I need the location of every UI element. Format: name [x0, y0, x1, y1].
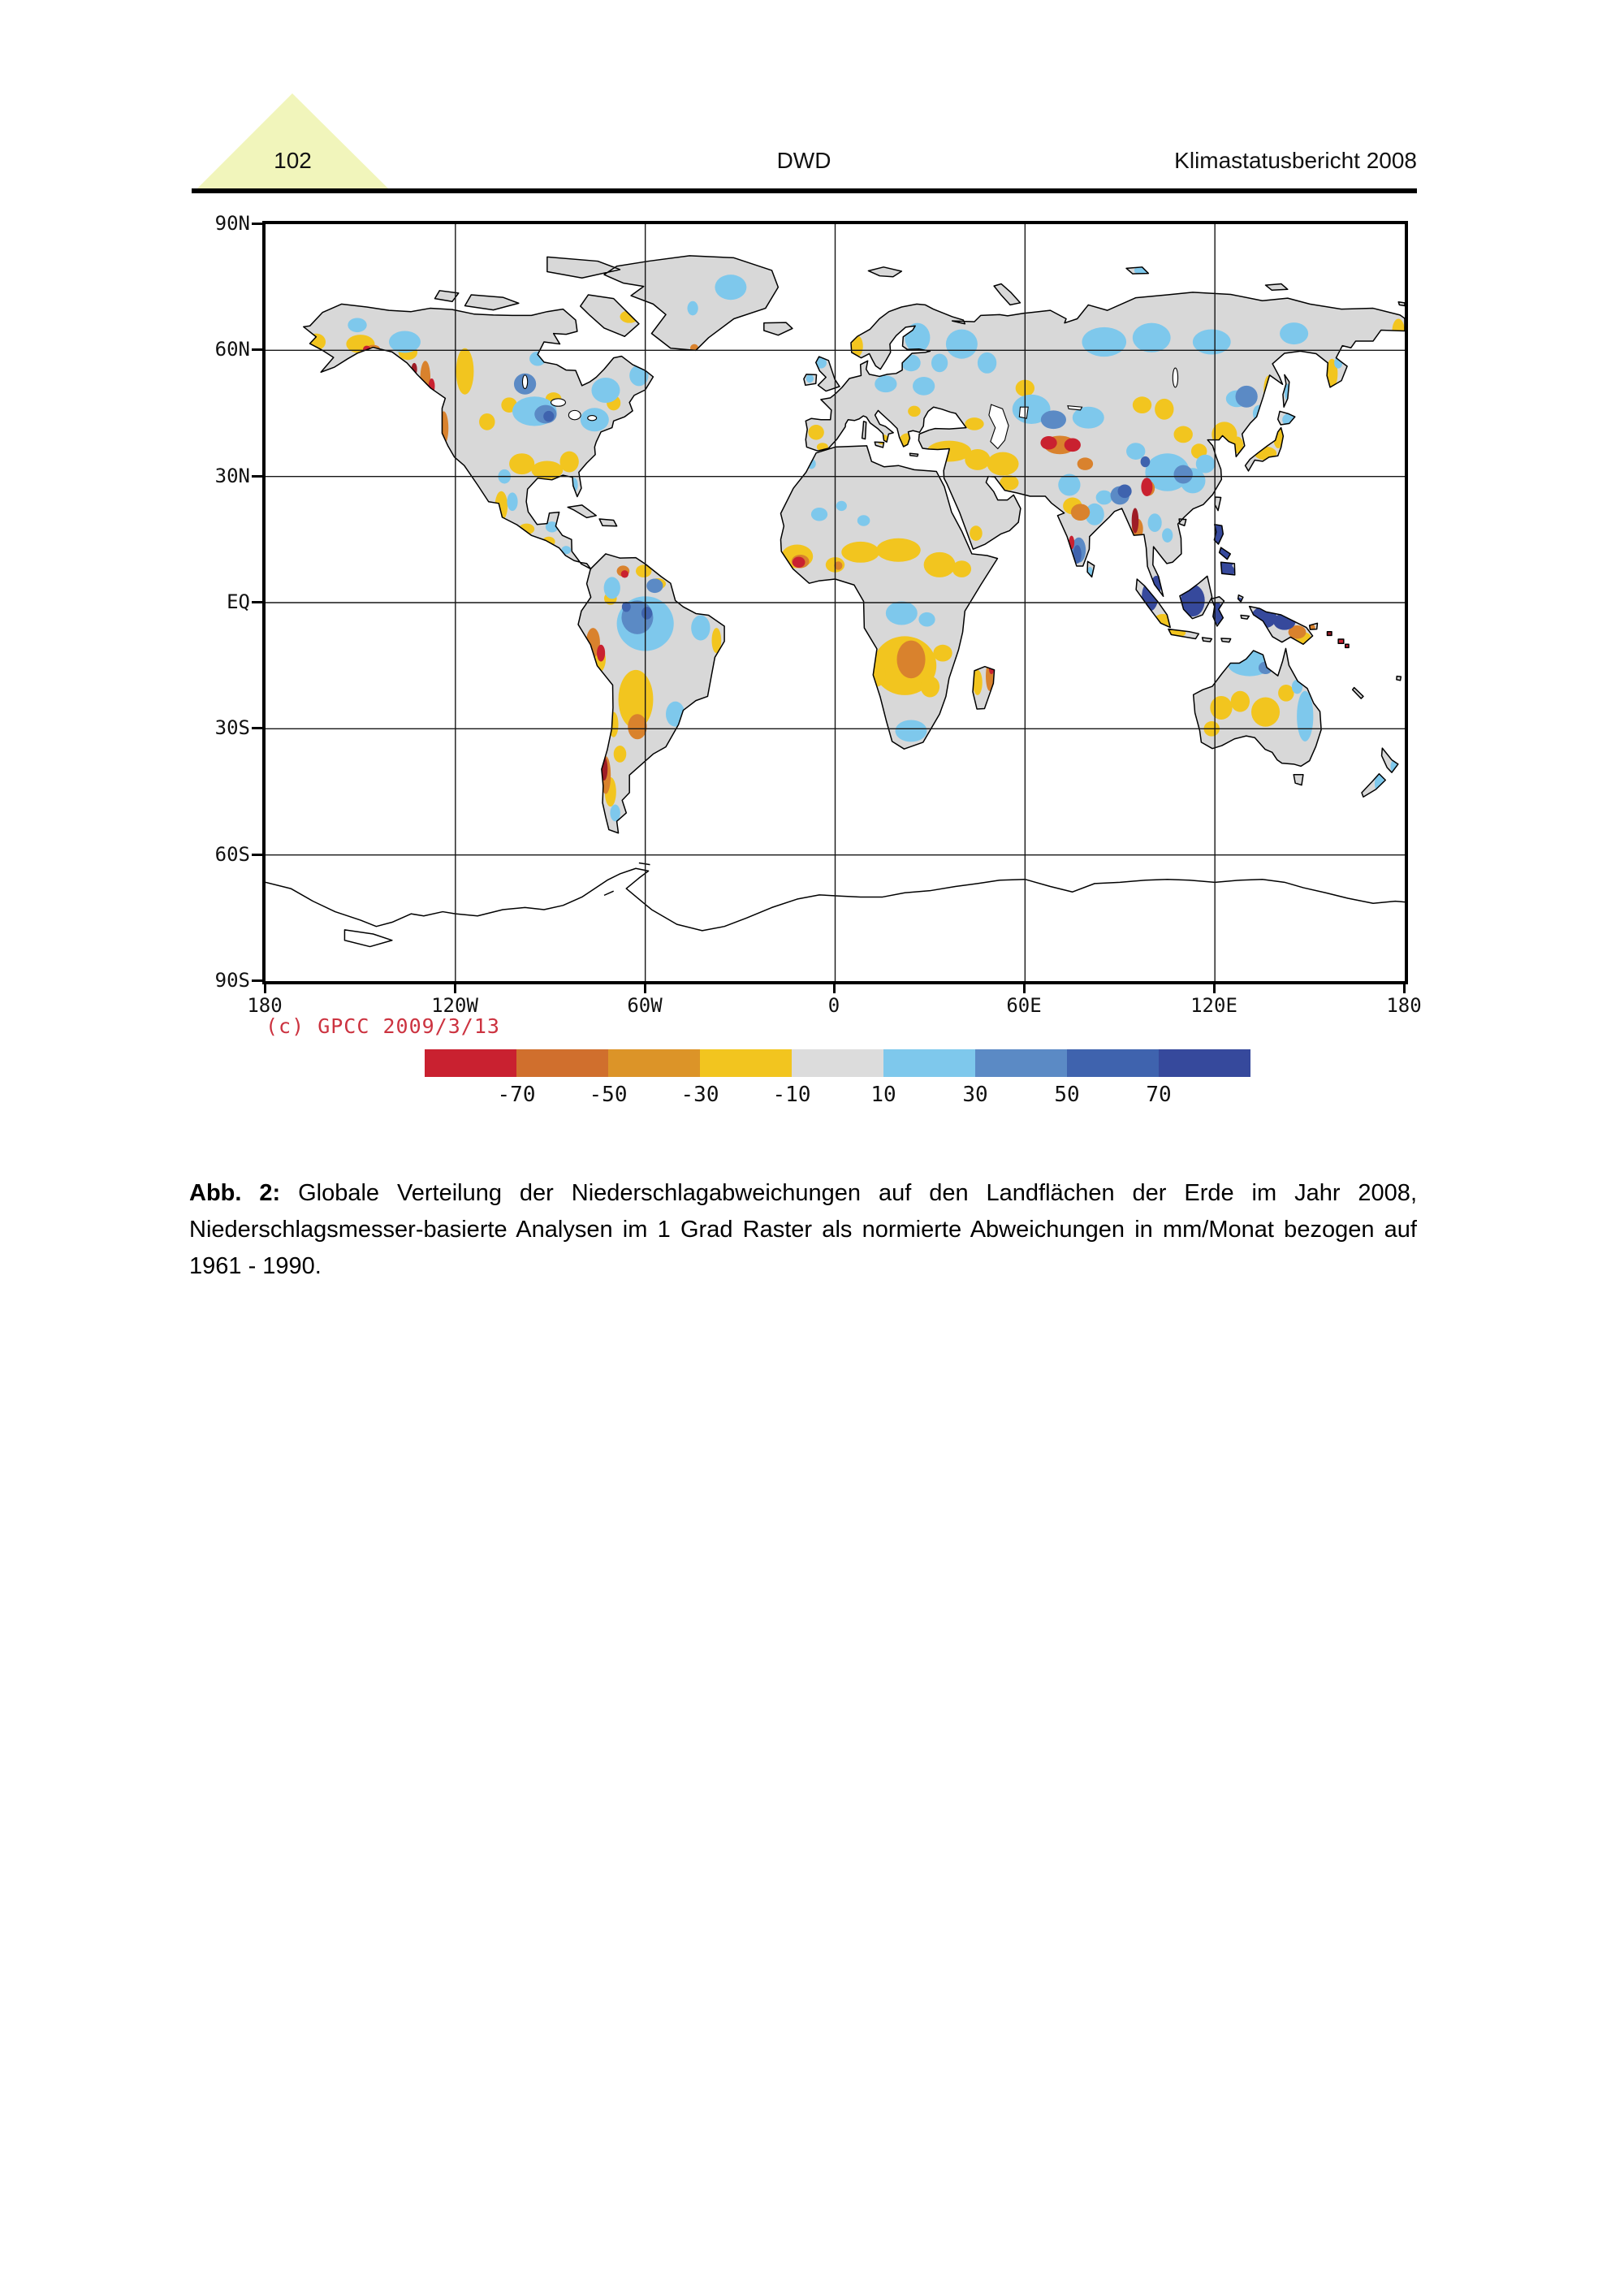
lon-label: 60W	[627, 994, 663, 1017]
lat-label: EQ	[227, 590, 250, 613]
header-right-title: Klimastatusbericht 2008	[1174, 148, 1417, 173]
lon-label: 0	[827, 994, 840, 1017]
lat-label: 30S	[214, 716, 250, 739]
figure-caption: Abb. 2: Globale Verteilung der Niedersch…	[189, 1175, 1417, 1285]
colorbar-label: 70	[1146, 1083, 1172, 1107]
axis-tick	[252, 475, 262, 478]
axis-tick	[252, 979, 262, 982]
colorbar-segment	[608, 1049, 700, 1077]
header-center-title: DWD	[776, 148, 831, 173]
lat-label: 90N	[214, 212, 250, 235]
colorbar-segment	[975, 1049, 1067, 1077]
colorbar-label: 50	[1054, 1083, 1080, 1107]
lon-label: 60E	[1006, 994, 1042, 1017]
colorbar-label: 10	[870, 1083, 896, 1107]
antarctica-coastline	[266, 863, 1405, 947]
gpcc-copyright: (c) GPCC 2009/3/13	[266, 1014, 500, 1038]
page-number-triangle	[197, 93, 388, 188]
colorbar-segment	[883, 1049, 975, 1077]
colorbar-segment	[700, 1049, 792, 1077]
axis-tick	[454, 984, 456, 993]
colorbar-segment	[1067, 1049, 1159, 1077]
lat-label: 60N	[214, 338, 250, 361]
colorbar-label: -50	[589, 1083, 628, 1107]
axis-tick	[252, 348, 262, 351]
axis-tick	[252, 601, 262, 603]
lat-label: 90S	[214, 969, 250, 992]
axis-tick	[264, 984, 266, 993]
lat-label: 60S	[214, 843, 250, 866]
colorbar-segment	[1159, 1049, 1250, 1077]
lon-label: 120W	[431, 994, 478, 1017]
colorbar-label: -10	[772, 1083, 811, 1107]
axis-tick	[644, 984, 646, 993]
colorbar-label: -70	[497, 1083, 536, 1107]
map-svg	[266, 224, 1405, 981]
world-precipitation-map	[262, 221, 1408, 984]
axis-tick	[252, 727, 262, 729]
colorbar-label: -30	[680, 1083, 719, 1107]
page-number: 102	[274, 148, 312, 173]
lon-label: 180	[247, 994, 283, 1017]
lakes	[522, 368, 1177, 448]
colorbar-label: 30	[962, 1083, 988, 1107]
colorbar-segment	[792, 1049, 883, 1077]
figure-caption-text: Globale Verteilung der Niederschlagabwei…	[189, 1180, 1417, 1279]
colorbar-segment	[516, 1049, 608, 1077]
colorbar	[425, 1049, 1250, 1077]
graticule	[266, 224, 1405, 981]
precipitation-anomaly-patches	[306, 266, 1405, 822]
axis-tick	[252, 223, 262, 225]
axis-tick	[252, 854, 262, 856]
lat-label: 30N	[214, 465, 250, 487]
header-rule	[192, 188, 1417, 193]
lon-label: 180	[1386, 994, 1422, 1017]
axis-tick	[1403, 984, 1406, 993]
axis-tick	[833, 984, 836, 993]
figure-caption-label: Abb. 2:	[189, 1180, 281, 1206]
axis-tick	[1213, 984, 1216, 993]
lon-label: 120E	[1190, 994, 1237, 1017]
colorbar-segment	[425, 1049, 516, 1077]
axis-tick	[1023, 984, 1026, 993]
